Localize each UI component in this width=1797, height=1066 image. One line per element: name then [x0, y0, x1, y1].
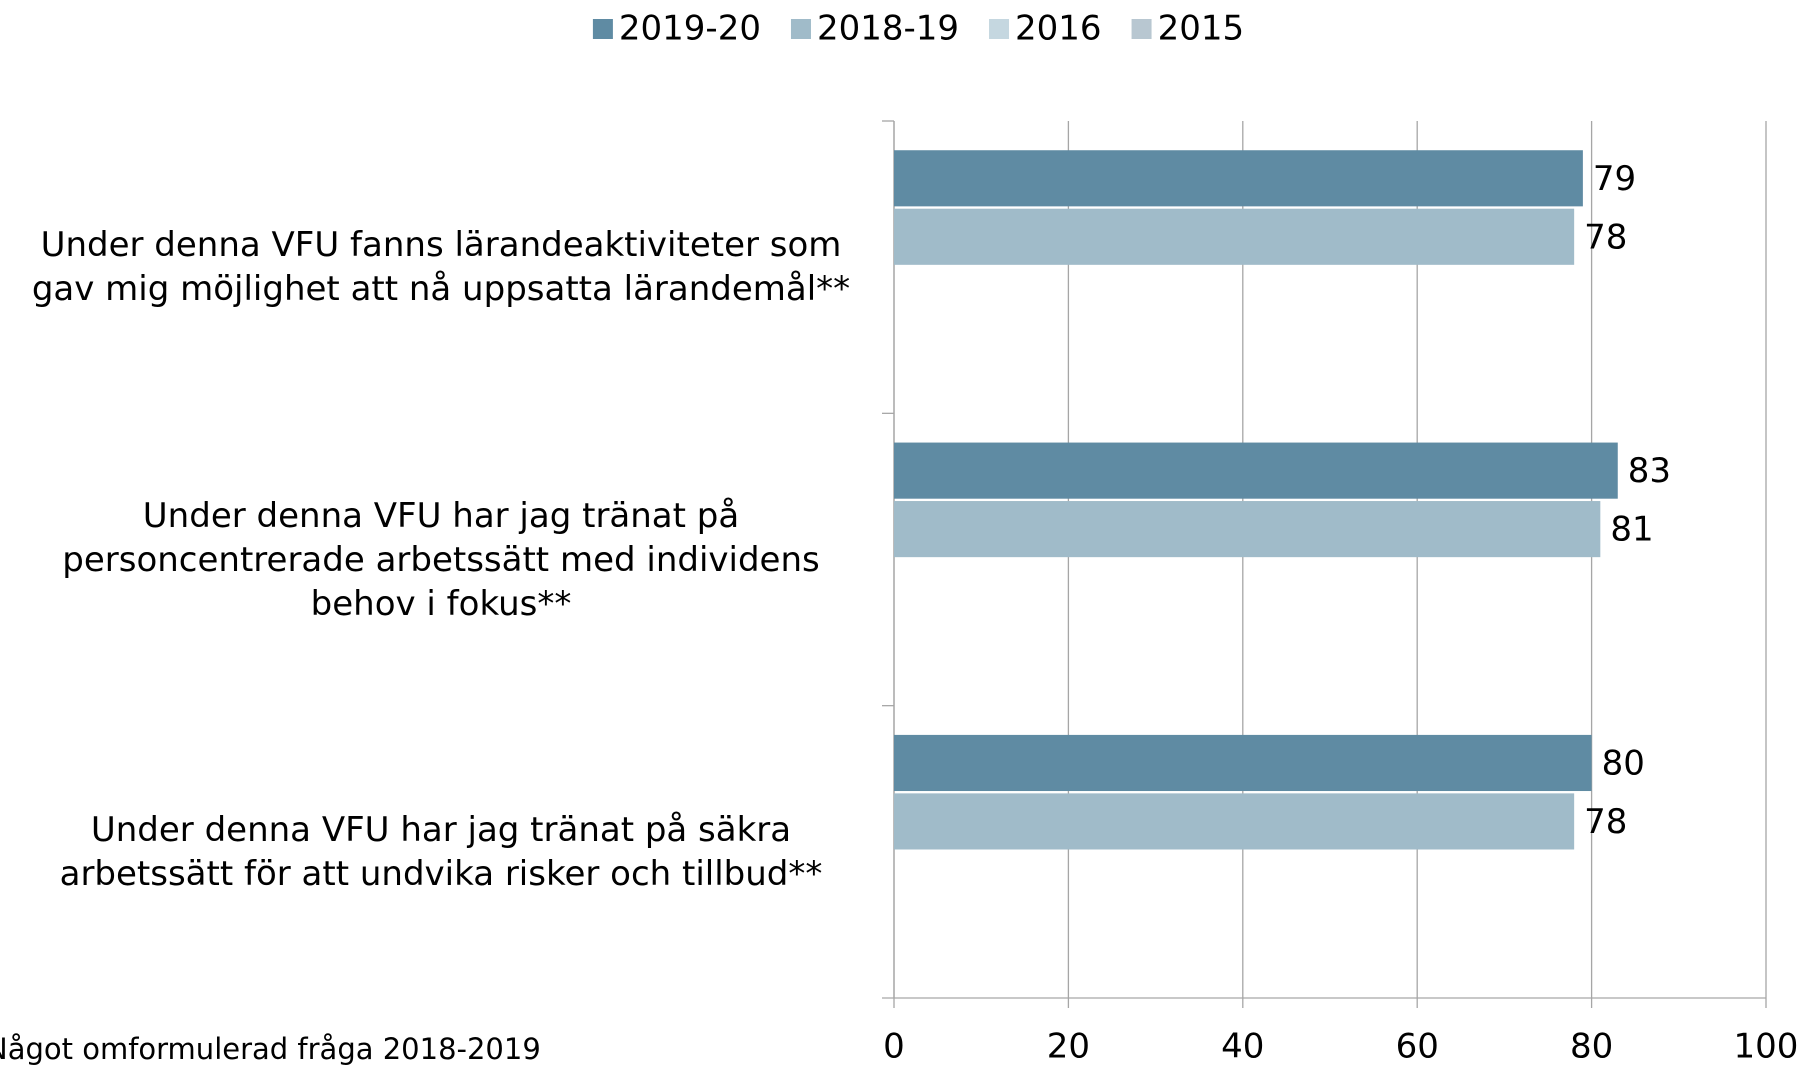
- x-tick-label: 40: [1221, 1027, 1264, 1063]
- legend-label: 2018-19: [817, 9, 959, 49]
- bar: [894, 208, 1575, 265]
- legend-label: 2019-20: [619, 9, 761, 49]
- value-label: 78: [1584, 217, 1627, 257]
- legend-swatch: [592, 19, 613, 39]
- value-label: 83: [1628, 451, 1671, 491]
- legend-label: 2016: [1015, 9, 1102, 49]
- x-tick-label: 20: [1047, 1027, 1090, 1063]
- x-tick-label: 60: [1396, 1027, 1439, 1063]
- category-label: Under denna VFU har jag tränat på säkra …: [59, 809, 823, 894]
- bar: [894, 734, 1592, 792]
- value-label: 79: [1593, 159, 1636, 199]
- bar: [894, 501, 1601, 558]
- x-tick-label: 100: [1734, 1027, 1797, 1063]
- bar: [894, 793, 1575, 850]
- legend-swatch: [989, 19, 1010, 39]
- x-tick-label: 80: [1570, 1027, 1613, 1063]
- category-label: Under denna VFU har jag tränat på person…: [62, 495, 820, 624]
- bar: [894, 442, 1618, 499]
- bar: [894, 150, 1583, 207]
- legend-swatch: [1131, 19, 1152, 39]
- value-label: 81: [1610, 510, 1653, 550]
- legend-label: 2015: [1158, 9, 1245, 49]
- x-tick-label: 0: [883, 1027, 905, 1063]
- value-label: 78: [1584, 802, 1627, 842]
- value-label: 80: [1602, 743, 1645, 783]
- footnote: Något omformulerad fråga 2018-2019: [0, 1032, 541, 1066]
- category-label: Under denna VFU fanns lärandeaktiviteter…: [31, 225, 851, 310]
- legend-swatch: [790, 19, 811, 39]
